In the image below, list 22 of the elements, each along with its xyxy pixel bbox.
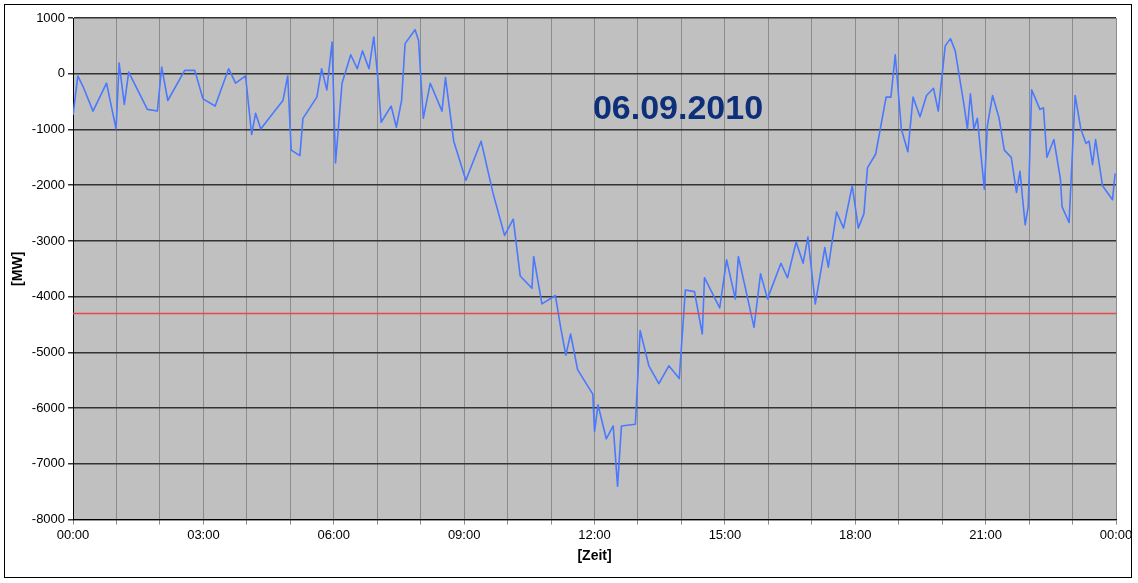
x-tick-label: 12:00 xyxy=(578,526,611,542)
x-tick-label: 18:00 xyxy=(838,526,872,542)
x-tick-label: 06:00 xyxy=(317,526,351,542)
x-tick-label: 00:00 xyxy=(56,526,90,542)
x-tick-label: 00:00 xyxy=(1099,526,1133,542)
x-tick-label: 15:00 xyxy=(708,526,742,542)
y-tick-label: -8000 xyxy=(31,511,66,527)
y-tick-label: -4000 xyxy=(31,288,66,304)
x-axis-title: [Zeit] xyxy=(577,547,612,564)
text: 06.09.2010 xyxy=(592,88,764,127)
y-tick-label: 0 xyxy=(57,65,66,81)
x-tick-label: 21:00 xyxy=(969,526,1002,542)
y-tick-label: -5000 xyxy=(31,343,66,359)
y-axis-title: [MW] xyxy=(9,251,26,286)
y-tick-label: 1000 xyxy=(36,9,66,25)
y-tick-label: -6000 xyxy=(31,399,66,415)
x-tick-label: 03:00 xyxy=(187,526,220,542)
y-tick-label: -1000 xyxy=(31,121,66,137)
y-tick-label: -7000 xyxy=(31,455,66,471)
y-tick-label: -3000 xyxy=(31,232,66,248)
x-tick-label: 09:00 xyxy=(447,526,481,542)
y-tick-label: -2000 xyxy=(31,176,66,192)
